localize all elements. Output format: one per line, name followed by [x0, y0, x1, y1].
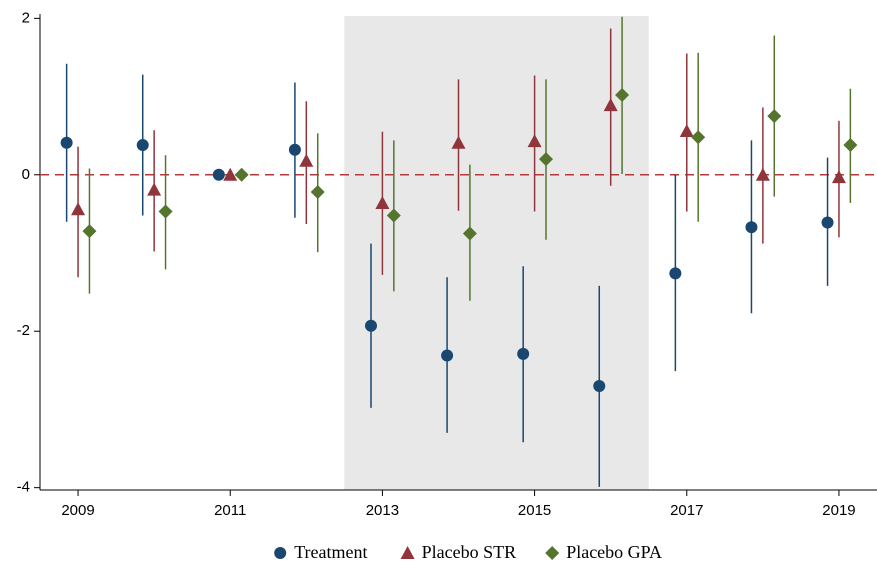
point [517, 347, 530, 360]
point [364, 319, 377, 332]
x-tick-label: 2009 [61, 502, 94, 519]
point [679, 123, 694, 137]
point [745, 221, 758, 234]
legend-label: Placebo STR [422, 542, 516, 562]
point [158, 204, 173, 219]
legend-label: Placebo GPA [566, 542, 662, 562]
point [386, 208, 401, 223]
point [136, 139, 149, 152]
point [223, 167, 238, 181]
point [843, 138, 858, 153]
point [451, 135, 466, 149]
point [212, 168, 225, 181]
point [71, 202, 86, 216]
point [234, 167, 249, 182]
point [147, 182, 162, 196]
point [60, 136, 73, 149]
point [539, 152, 554, 167]
point [527, 134, 542, 148]
point [691, 130, 706, 145]
x-tick-label: 2013 [366, 502, 399, 519]
point [821, 216, 834, 229]
legend-marker [545, 546, 560, 560]
x-tick-label: 2011 [214, 502, 246, 519]
point [288, 143, 301, 156]
legend-label: Treatment [294, 542, 367, 562]
legend-marker [274, 547, 287, 559]
point [299, 153, 314, 167]
shaded-region [344, 16, 649, 490]
legend-marker [400, 546, 415, 559]
point [831, 170, 846, 184]
point [462, 226, 477, 241]
point [82, 224, 97, 239]
x-tick-label: 2017 [670, 502, 703, 519]
y-tick-label: 2 [22, 9, 30, 26]
point [615, 88, 630, 102]
y-tick-label: -2 [17, 322, 30, 339]
point [310, 184, 325, 199]
point [375, 195, 390, 209]
y-tick-label: -4 [17, 479, 30, 496]
x-tick-label: 2015 [518, 502, 551, 519]
y-tick-label: 0 [22, 166, 30, 183]
point [767, 109, 782, 124]
x-tick-label: 2019 [822, 502, 855, 519]
point [755, 167, 770, 181]
point [593, 379, 606, 392]
point [441, 349, 454, 362]
point [603, 98, 618, 112]
point [669, 267, 682, 280]
